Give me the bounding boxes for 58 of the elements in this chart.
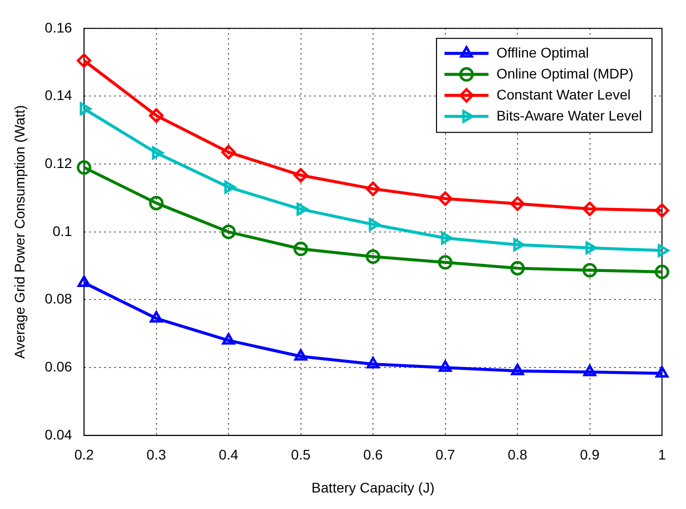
point [149,108,164,123]
point [658,244,670,257]
point [438,191,453,206]
point [222,333,235,345]
point [366,182,380,196]
y-tick-label: 0.16 [44,19,72,36]
legend-label: Offline Optimal [496,44,589,60]
x-axis-title: Battery Capacity (J) [312,479,434,496]
x-tick-label: 0.4 [218,446,238,463]
y-axis-title: Average Grid Power Consumption (Watt) [11,105,28,359]
point [78,276,90,288]
point [510,196,525,211]
x-tick-label: 0.3 [146,446,166,463]
point [294,242,308,256]
y-tick-label: 0.1 [52,222,72,239]
point [76,53,92,68]
point [149,196,164,210]
point [294,168,308,183]
point [76,160,92,175]
legend-label: Online Optimal (MDP) [496,65,634,82]
point [150,311,163,323]
point [586,241,598,254]
point [513,238,525,252]
legend-label: Bits-Aware Water Level [496,107,642,124]
point [221,144,236,160]
point [582,202,598,216]
point [441,232,453,244]
x-tick-label: 0.7 [436,446,456,463]
point [366,249,380,264]
point [152,146,164,160]
point [224,180,236,194]
point [654,203,670,218]
y-tick-label: 0.14 [44,87,72,104]
point [438,360,452,372]
point [654,264,670,280]
point [582,262,598,278]
y-tick-label: 0.08 [44,290,72,307]
point [80,102,92,116]
point [294,349,308,361]
point [221,224,236,240]
point [438,255,453,270]
point [656,366,668,378]
y-tick-label: 0.12 [44,154,72,171]
x-tick-label: 0.5 [291,446,311,463]
point [296,202,308,216]
y-tick-label: 0.04 [44,426,72,442]
point [510,260,525,276]
legend-label: Constant Water Level [496,86,631,102]
x-tick-label: 0.6 [363,446,383,463]
y-tick-label: 0.06 [44,358,72,374]
x-tick-label: 0.2 [74,446,94,463]
point [511,364,524,376]
point [366,356,380,368]
x-tick-label: 1 [658,446,666,463]
x-tick-label: 0.8 [508,446,528,463]
point [583,364,596,376]
point [368,218,380,231]
x-tick-label: 0.9 [580,446,600,463]
